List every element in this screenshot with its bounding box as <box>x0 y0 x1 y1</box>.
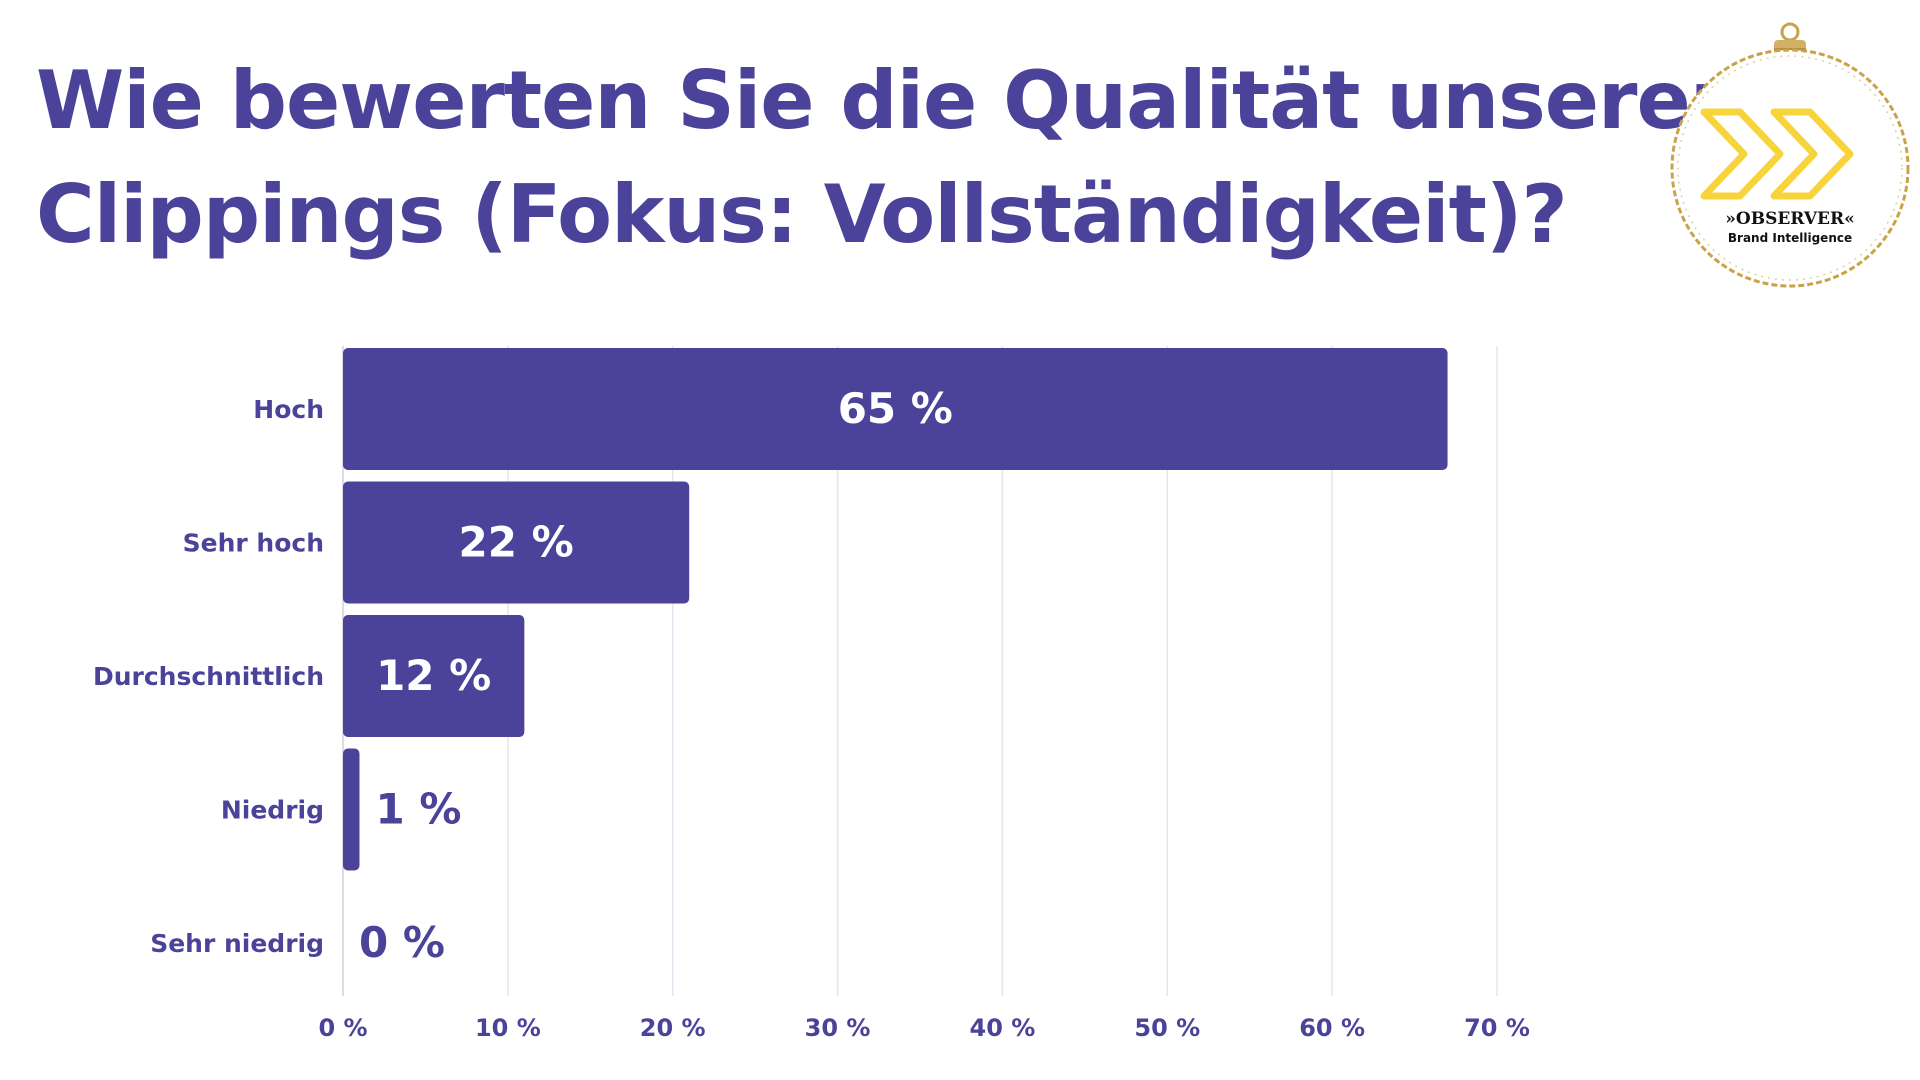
double-chevron-icon <box>1700 108 1854 200</box>
category-labels: Hoch Sehr hoch Durchschnittlich Niedrig Sehr… <box>93 395 324 958</box>
x-tick-label: 40 % <box>970 1014 1036 1042</box>
bars <box>343 348 1448 871</box>
x-tick-label: 60 % <box>1299 1014 1365 1042</box>
chart-title-line-2: Clippings (Fokus: Vollständigkeit)? <box>36 168 1568 261</box>
x-tick-label: 20 % <box>640 1014 706 1042</box>
data-label: 12 % <box>376 651 491 700</box>
chart-title: Wie bewerten Sie die Qualität unserer Cl… <box>36 44 1729 272</box>
x-tick-label: 50 % <box>1134 1014 1200 1042</box>
category-label: Sehr hoch <box>183 529 324 558</box>
data-labels: 65 % 22 % 12 % 1 % 0 % <box>359 384 953 967</box>
data-label: 0 % <box>359 918 445 967</box>
chart-title-line-1: Wie bewerten Sie die Qualität unserer <box>36 54 1729 147</box>
data-label: 22 % <box>459 518 574 567</box>
data-label: 65 % <box>838 384 953 433</box>
logo-name: »OBSERVER« <box>1725 209 1854 229</box>
bar <box>343 348 1448 470</box>
x-tick-label: 70 % <box>1464 1014 1530 1042</box>
x-axis-ticks: 0 % 10 % 20 % 30 % 40 % 50 % 60 % 70 % <box>318 1014 1529 1042</box>
observer-logo: »OBSERVER« Brand Intelligence <box>1670 22 1910 288</box>
bar <box>343 615 525 737</box>
x-tick-label: 30 % <box>805 1014 871 1042</box>
category-label: Durchschnittlich <box>93 662 324 691</box>
data-label: 1 % <box>375 785 461 834</box>
bar <box>343 748 360 871</box>
x-tick-label: 10 % <box>475 1014 541 1042</box>
category-label: Hoch <box>253 395 324 424</box>
logo-tagline: Brand Intelligence <box>1728 231 1852 245</box>
category-label: Niedrig <box>221 796 324 825</box>
bar <box>343 481 690 604</box>
category-label: Sehr niedrig <box>150 929 324 958</box>
ornament-ball-icon <box>1670 48 1910 288</box>
x-tick-label: 0 % <box>318 1014 367 1042</box>
